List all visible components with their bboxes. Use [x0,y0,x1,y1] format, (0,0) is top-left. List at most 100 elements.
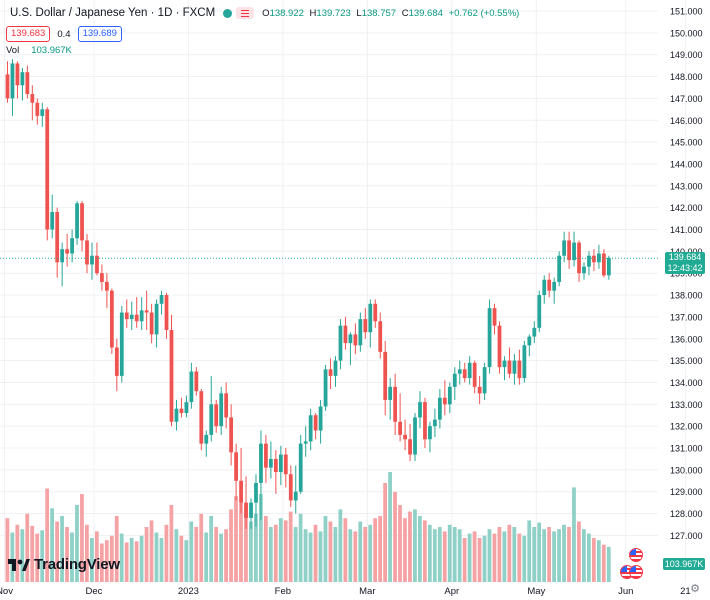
candle-body [264,443,268,468]
candle-body [174,408,179,422]
us-event-flag-icon[interactable] [629,565,643,579]
candle-body [333,360,338,376]
candle-body [343,325,348,344]
volume-bar [313,524,318,582]
time-axis[interactable]: Nov Dec 2023 Feb Mar Apr May Jun 21 [0,586,691,597]
y-tick-label: 127.000 [670,531,703,541]
volume-bar [94,531,99,582]
x-tick-label: Jun [618,586,633,597]
trade-row: 139.683 0.4 139.689 [6,26,519,42]
market-status-dot-icon[interactable] [223,8,233,18]
y-tick-label: 140.000 [670,247,703,257]
volume-bar [55,521,59,582]
open-value: 138.922 [269,7,304,19]
candle-body [214,404,219,427]
candle-body [353,334,358,346]
candle-body [40,109,45,116]
candle-body [10,63,15,99]
candle-body [149,312,154,335]
candle-body [209,404,214,435]
candle-body [95,255,99,274]
volume-value: 103.967K [31,45,72,56]
candle-body [482,367,487,394]
candle-body [428,426,432,440]
price-axis[interactable]: 151.000 150.000 149.000 148.000 147.000 146.0… [670,7,703,541]
volume-bar [487,529,492,582]
volume-bar [502,531,507,582]
candle-body [487,308,492,368]
volume-bar [572,487,576,582]
volume-bar [293,527,298,582]
volume-bar [457,529,462,582]
volume-bar [50,508,54,582]
candle-body [606,257,611,276]
y-tick-label: 137.000 [670,312,703,322]
candle-body [100,273,104,282]
y-tick-label: 130.000 [670,465,703,475]
candle-body [457,369,462,374]
candle-body [105,281,109,291]
volume-bar [129,538,134,582]
candle-body [348,334,353,344]
volume-bar [159,538,164,582]
volume-bar [591,538,596,582]
volume-bar [70,532,74,582]
spread-value: 0.4 [57,28,71,40]
low-label: L [356,7,362,19]
candle-body [25,72,30,95]
candle-body [30,94,35,103]
y-tick-label: 133.000 [670,400,703,410]
candle-body [303,441,308,444]
y-tick-label: 128.000 [670,509,703,519]
volume-bar [492,533,497,582]
candle-body [109,290,114,348]
candle-body [527,336,532,346]
candle-body [552,281,557,291]
candle-body [65,249,70,254]
volume-bar [517,533,522,582]
volume-bar [343,518,348,582]
volume-bar [85,524,89,582]
symbol-title[interactable]: U.S. Dollar / Japanese Yen · 1D · FXCM [10,7,216,19]
candle-body [358,319,363,346]
settings-gear-icon[interactable]: ⚙ [690,583,700,595]
volume-bar [388,472,392,582]
tradingview-logo[interactable]: TradingView [8,556,120,573]
buy-button[interactable]: 139.689 [77,26,122,42]
volume-bar [134,541,139,582]
candle-body [413,417,417,455]
candle-body [517,360,522,379]
candle-body [15,63,20,86]
volume-bar [442,531,447,582]
volume-bar [586,533,591,582]
candle-body [467,362,472,379]
last-price-tag: 139.684 12:43:42 [665,252,705,275]
volume-bar [109,535,114,582]
volume-legend[interactable]: Vol 103.967K [6,45,519,56]
grid-lines [0,0,686,582]
volume-bar [432,529,437,582]
candle-body [114,347,119,376]
y-tick-label: 131.000 [670,444,703,454]
volume-bar [348,529,353,582]
volume-bar [169,505,174,582]
us-event-flag-icon[interactable] [629,548,643,562]
volume-bar [65,527,69,582]
candle-body [179,408,184,414]
candle-body [542,279,547,296]
x-tick-label: Mar [359,586,375,597]
market-closed-icon[interactable] [236,7,255,19]
candle-body [169,330,174,422]
y-tick-label: 138.000 [670,291,703,301]
candle-body [308,415,313,442]
volume-bar [383,483,387,582]
brand-name: TradingView [34,556,120,573]
volume-bar [567,527,571,582]
sell-button[interactable]: 139.683 [6,26,51,42]
volume-bar [139,535,144,582]
candle-body [139,310,144,322]
candle-body [398,421,402,435]
candle-body [592,255,596,263]
volume-bar [209,516,214,582]
